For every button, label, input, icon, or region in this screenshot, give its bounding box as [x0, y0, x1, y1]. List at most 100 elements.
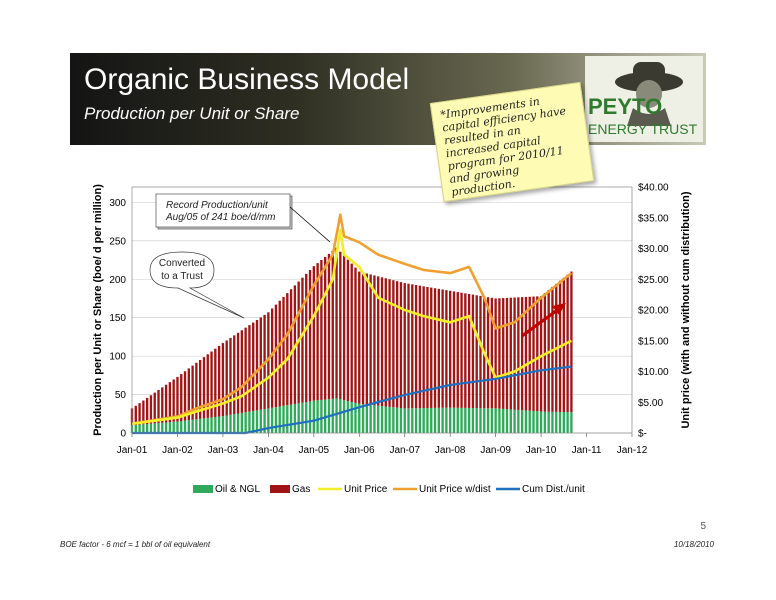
- bar-gas: [176, 376, 179, 422]
- bar-oil-ngl: [411, 408, 414, 433]
- legend-label: Oil & NGL: [215, 484, 260, 495]
- bar-oil-ngl: [354, 402, 357, 433]
- bar-gas: [365, 273, 369, 405]
- footer-date: 10/18/2010: [673, 540, 714, 549]
- y2-tick-label: $-: [638, 429, 647, 440]
- bar-gas: [494, 298, 497, 409]
- bar-gas: [361, 272, 365, 405]
- bar-gas: [520, 297, 524, 411]
- bar-oil-ngl: [157, 423, 160, 433]
- bar-gas: [210, 351, 213, 418]
- bar-gas: [536, 296, 539, 412]
- bar-gas: [248, 325, 251, 412]
- bar-gas: [369, 274, 372, 405]
- bar-oil-ngl: [274, 407, 278, 433]
- bar-gas: [191, 365, 194, 420]
- bar-gas: [464, 293, 467, 408]
- bar-gas: [312, 266, 315, 401]
- bar-oil-ngl: [562, 412, 565, 433]
- bar-gas: [187, 368, 190, 421]
- bar-gas: [358, 271, 361, 404]
- bar-oil-ngl: [384, 406, 387, 433]
- bar-gas: [350, 263, 353, 402]
- bar-oil-ngl: [445, 407, 448, 433]
- bar-gas: [308, 270, 312, 402]
- bar-oil-ngl: [433, 407, 437, 433]
- bar-oil-ngl: [134, 424, 137, 433]
- bar-oil-ngl: [289, 404, 293, 433]
- bar-oil-ngl: [483, 408, 486, 433]
- bar-oil-ngl: [471, 408, 475, 433]
- bar-oil-ngl: [346, 401, 350, 433]
- bar-gas: [456, 292, 459, 408]
- bar-oil-ngl: [183, 420, 187, 433]
- legend-label: Gas: [292, 484, 310, 495]
- x-tick-label: Jan-09: [480, 445, 511, 456]
- lines-layer: [131, 213, 573, 435]
- bar-oil-ngl: [339, 399, 342, 433]
- bar-gas: [388, 279, 391, 407]
- bar-oil-ngl: [312, 400, 315, 433]
- bar-oil-ngl: [517, 409, 520, 433]
- y-tick-label: 300: [109, 198, 126, 209]
- y-tick-label: 100: [109, 352, 126, 363]
- bar-oil-ngl: [214, 416, 217, 433]
- bar-gas: [282, 296, 285, 406]
- bars-layer: [130, 247, 573, 433]
- bar-gas: [320, 260, 323, 400]
- y2-tick-label: $40.00: [638, 183, 669, 194]
- bar-oil-ngl: [430, 407, 433, 433]
- bar-gas: [153, 392, 156, 424]
- bar-oil-ngl: [342, 400, 346, 433]
- bar-oil-ngl: [161, 422, 164, 433]
- bar-oil-ngl: [248, 411, 251, 433]
- bar-oil-ngl: [494, 408, 497, 433]
- trust-callout-line2: to a Trust: [161, 271, 203, 282]
- bar-oil-ngl: [547, 411, 550, 433]
- bar-gas: [430, 287, 433, 408]
- bar-gas: [407, 283, 410, 409]
- bar-oil-ngl: [149, 423, 153, 433]
- bar-oil-ngl: [407, 408, 410, 433]
- bar-oil-ngl: [399, 408, 403, 433]
- bar-oil-ngl: [520, 410, 524, 433]
- bar-oil-ngl: [392, 407, 395, 433]
- bar-gas: [395, 281, 399, 408]
- slide-subtitle: Production per Unit or Share: [84, 104, 300, 123]
- bar-gas: [233, 335, 236, 415]
- bar-oil-ngl: [252, 410, 255, 433]
- bar-gas: [377, 276, 380, 406]
- slide-title: Organic Business Model: [84, 63, 410, 96]
- legend-label: Unit Price: [344, 484, 388, 495]
- bar-gas: [384, 278, 387, 407]
- bar-gas: [134, 405, 137, 425]
- bar-gas: [202, 357, 206, 419]
- y2-tick-label: $10.00: [638, 367, 669, 378]
- bar-oil-ngl: [358, 403, 361, 433]
- bar-gas: [426, 286, 429, 409]
- bar-gas: [180, 374, 183, 422]
- bar-oil-ngl: [164, 422, 168, 433]
- bar-gas: [157, 390, 160, 424]
- bar-oil-ngl: [293, 403, 297, 433]
- bar-gas: [502, 298, 505, 409]
- x-tick-label: Jan-11: [572, 445, 602, 456]
- bar-oil-ngl: [464, 407, 467, 433]
- bar-oil-ngl: [380, 406, 384, 433]
- bar-gas: [244, 327, 247, 413]
- bar-oil-ngl: [187, 420, 190, 433]
- bar-gas: [399, 282, 403, 409]
- bar-oil-ngl: [524, 410, 528, 433]
- axes-layer: 0 50 100 150 200 250 300 $- $5.00 $10.00 $15.00 $20…: [92, 183, 692, 457]
- bar-oil-ngl: [365, 404, 369, 433]
- x-tick-label: Jan-08: [435, 445, 466, 456]
- x-tick-label: Jan-04: [253, 445, 284, 456]
- trust-callout-line1: Converted: [159, 258, 205, 269]
- legend-swatch: [193, 485, 213, 493]
- bar-oil-ngl: [377, 405, 380, 433]
- bar-oil-ngl: [361, 404, 365, 433]
- bar-gas: [441, 289, 444, 408]
- legend-swatch: [270, 485, 290, 493]
- bar-oil-ngl: [305, 401, 308, 433]
- bar-gas: [278, 300, 281, 407]
